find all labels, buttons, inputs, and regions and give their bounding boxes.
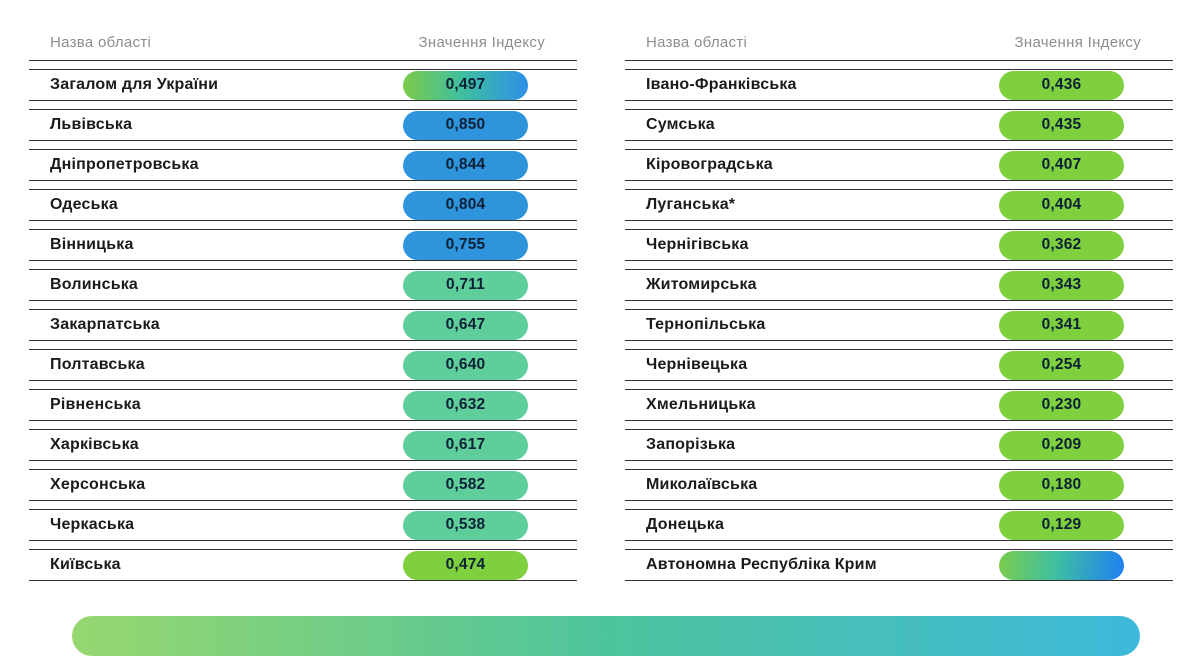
table-row: Чернівецька 0,254 <box>625 349 1173 381</box>
region-name: Кіровоградська <box>646 156 773 173</box>
region-name: Житомирська <box>646 276 757 293</box>
index-value-pill <box>999 550 1124 580</box>
index-value-pill: 0,254 <box>999 350 1124 380</box>
index-value-pill: 0,582 <box>403 470 528 500</box>
table-row: Вінницька 0,755 <box>29 229 577 261</box>
index-value-pill: 0,711 <box>403 270 528 300</box>
region-name: Миколаївська <box>646 476 758 493</box>
column-header-region: Назва області <box>646 34 748 51</box>
index-value-pill: 0,850 <box>403 110 528 140</box>
table-row: Донецька 0,129 <box>625 509 1173 541</box>
column-header-region: Назва області <box>50 34 152 51</box>
regions-table-left: Назва області Значення Індексу Загалом д… <box>29 30 577 581</box>
index-value-pill: 0,617 <box>403 430 528 460</box>
region-name: Івано-Франківська <box>646 76 797 93</box>
table-row: Сумська 0,435 <box>625 109 1173 141</box>
index-value-pill: 0,209 <box>999 430 1124 460</box>
table-row: Дніпропетровська 0,844 <box>29 149 577 181</box>
table-row: Херсонська 0,582 <box>29 469 577 501</box>
column-header-value: Значення Індексу <box>418 34 545 51</box>
region-name: Сумська <box>646 116 715 133</box>
column-header-value: Значення Індексу <box>1014 34 1141 51</box>
table-row: Автономна Республіка Крим <box>625 549 1173 581</box>
index-value-pill: 0,755 <box>403 230 528 260</box>
region-name: Луганська* <box>646 196 736 213</box>
table-row: Київська 0,474 <box>29 549 577 581</box>
table-body: Івано-Франківська 0,436 Сумська 0,435 Кірово… <box>625 69 1173 581</box>
table-row: Полтавська 0,640 <box>29 349 577 381</box>
table-row: Чернігівська 0,362 <box>625 229 1173 261</box>
index-value-pill: 0,647 <box>403 310 528 340</box>
index-value-pill: 0,804 <box>403 190 528 220</box>
index-value-pill: 0,180 <box>999 470 1124 500</box>
region-name: Рівненська <box>50 396 141 413</box>
index-value-pill: 0,436 <box>999 70 1124 100</box>
index-value-pill: 0,343 <box>999 270 1124 300</box>
table-body: Загалом для України 0,497 Львівська 0,850 Дн… <box>29 69 577 581</box>
table-row: Житомирська 0,343 <box>625 269 1173 301</box>
index-value-pill: 0,497 <box>403 70 528 100</box>
table-row: Запорізька 0,209 <box>625 429 1173 461</box>
index-value-pill: 0,129 <box>999 510 1124 540</box>
index-value-pill: 0,474 <box>403 550 528 580</box>
region-name: Львівська <box>50 116 133 133</box>
table-row: Черкаська 0,538 <box>29 509 577 541</box>
bottom-gradient-bar <box>72 616 1140 656</box>
region-name: Одеська <box>50 196 118 213</box>
region-name: Харківська <box>50 436 139 453</box>
table-row: Хмельницька 0,230 <box>625 389 1173 421</box>
region-name: Запорізька <box>646 436 736 453</box>
index-value-pill: 0,632 <box>403 390 528 420</box>
region-name: Хмельницька <box>646 396 756 413</box>
table-row: Івано-Франківська 0,436 <box>625 69 1173 101</box>
table-row: Луганська* 0,404 <box>625 189 1173 221</box>
index-value-pill: 0,435 <box>999 110 1124 140</box>
region-name: Полтавська <box>50 356 145 373</box>
region-name: Автономна Республіка Крим <box>646 556 877 573</box>
index-value-pill: 0,230 <box>999 390 1124 420</box>
table-row: Харківська 0,617 <box>29 429 577 461</box>
region-name: Волинська <box>50 276 139 293</box>
region-name: Чернігівська <box>646 236 749 253</box>
index-value-pill: 0,407 <box>999 150 1124 180</box>
table-row: Волинська 0,711 <box>29 269 577 301</box>
table-row: Загалом для України 0,497 <box>29 69 577 101</box>
region-name: Закарпатська <box>50 316 160 333</box>
index-value-pill: 0,341 <box>999 310 1124 340</box>
index-value-pill: 0,538 <box>403 510 528 540</box>
region-name: Київська <box>50 556 121 573</box>
table-row: Одеська 0,804 <box>29 189 577 221</box>
index-value-pill: 0,640 <box>403 350 528 380</box>
region-name: Дніпропетровська <box>50 156 199 173</box>
tables-container: Назва області Значення Індексу Загалом д… <box>29 30 1173 581</box>
region-name: Херсонська <box>50 476 146 493</box>
region-name: Чернівецька <box>646 356 748 373</box>
table-row: Тернопільська 0,341 <box>625 309 1173 341</box>
region-name: Черкаська <box>50 516 135 533</box>
index-value-pill: 0,362 <box>999 230 1124 260</box>
table-header-row: Назва області Значення Індексу <box>625 30 1173 61</box>
table-row: Кіровоградська 0,407 <box>625 149 1173 181</box>
table-row: Миколаївська 0,180 <box>625 469 1173 501</box>
region-name: Тернопільська <box>646 316 766 333</box>
region-name: Донецька <box>646 516 725 533</box>
table-header-row: Назва області Значення Індексу <box>29 30 577 61</box>
regions-table-right: Назва області Значення Індексу Івано-Фра… <box>625 30 1173 581</box>
table-row: Львівська 0,850 <box>29 109 577 141</box>
index-value-pill: 0,404 <box>999 190 1124 220</box>
region-name: Загалом для України <box>50 76 219 93</box>
region-name: Вінницька <box>50 236 134 253</box>
index-value-pill: 0,844 <box>403 150 528 180</box>
table-row: Закарпатська 0,647 <box>29 309 577 341</box>
table-row: Рівненська 0,632 <box>29 389 577 421</box>
